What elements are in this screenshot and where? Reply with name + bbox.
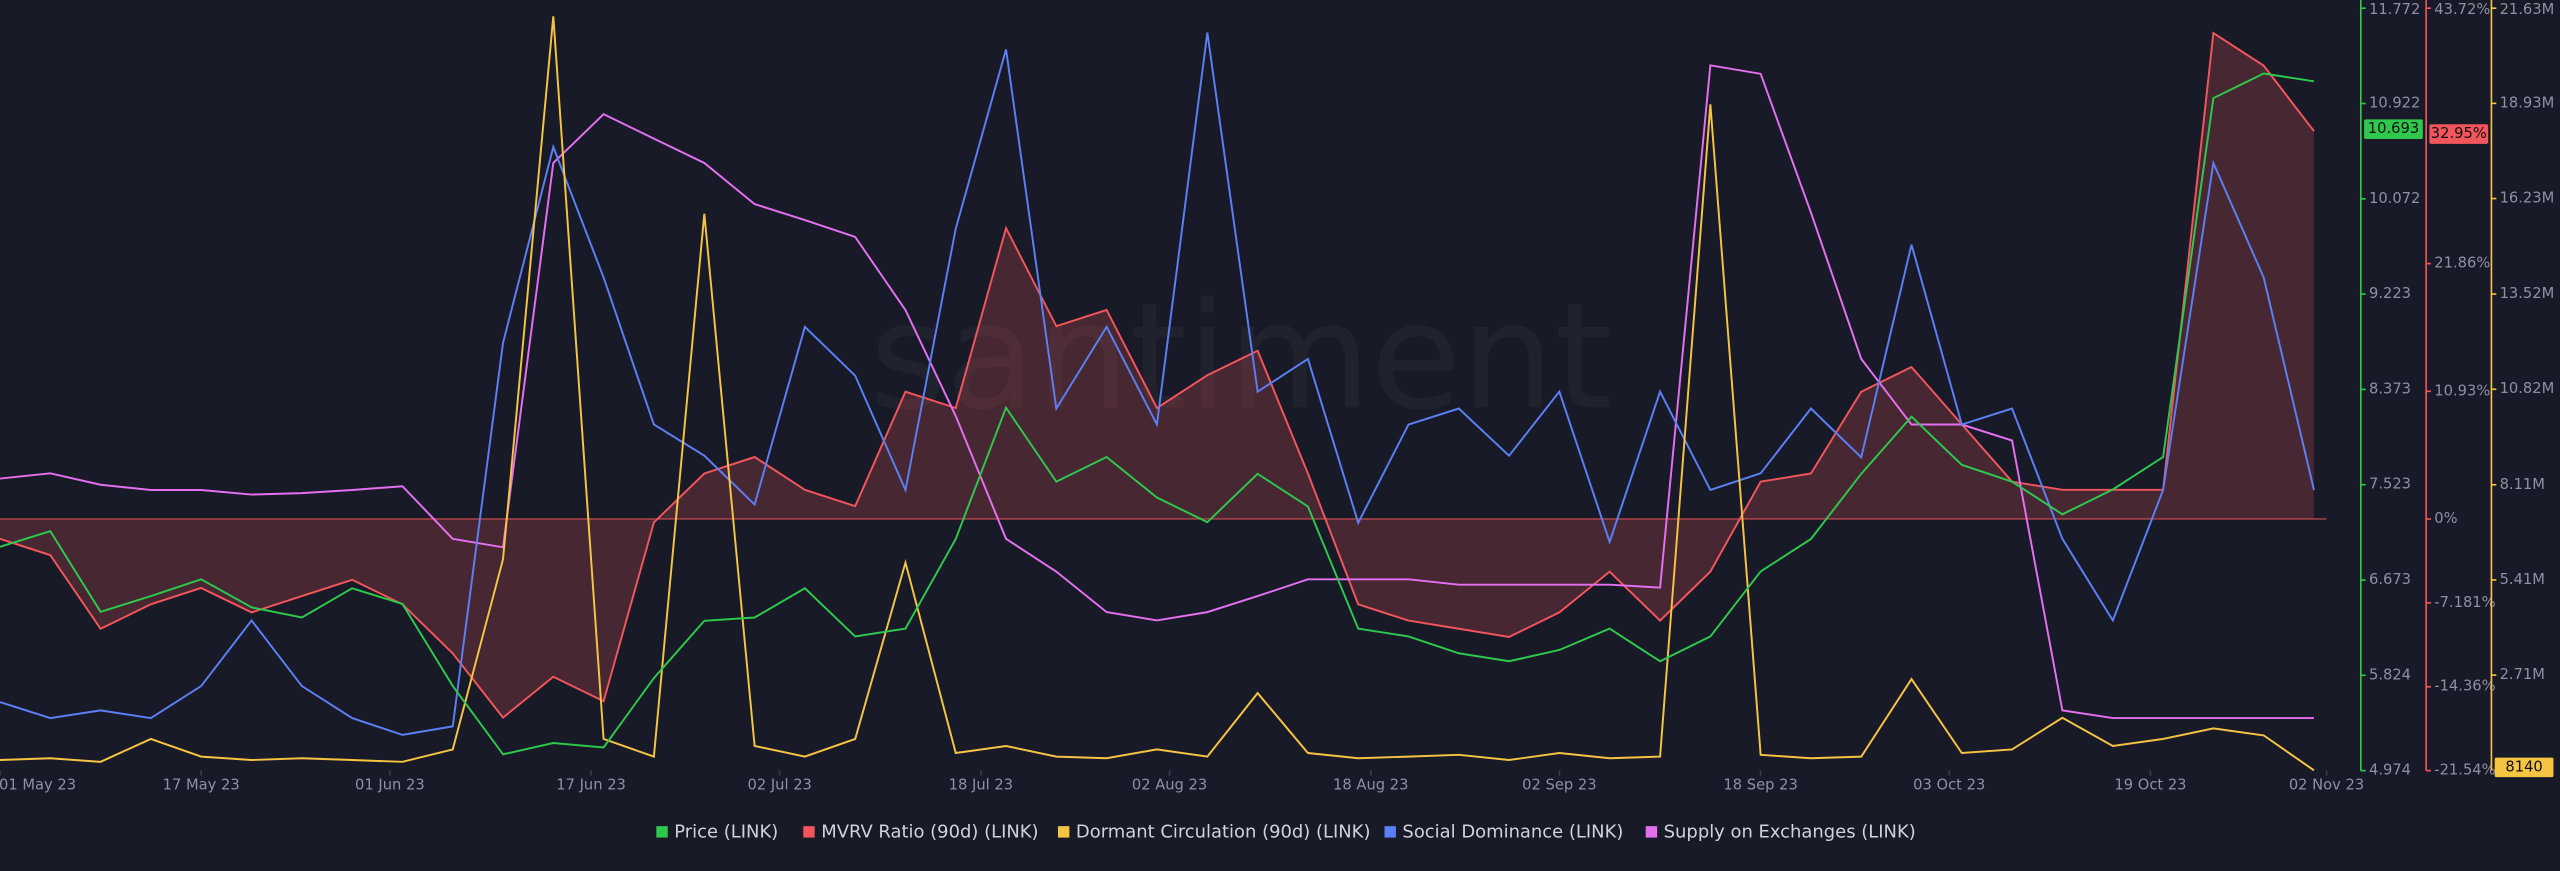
y-tick-label: 16.23M [2500,190,2555,207]
y-tick-label: 11.772 [2369,1,2420,18]
y-tick-label: 10.922 [2369,95,2420,112]
x-tick-label: 01 May 23 [0,776,76,793]
legend-label: Supply on Exchanges (LINK) [1664,822,1916,843]
y-tick-label: -21.54% [2434,762,2495,779]
y-tick-label: 5.41M [2500,571,2545,588]
y-tick-label: 8.11M [2500,476,2545,493]
legend-swatch [803,826,815,838]
x-tick-label: 18 Aug 23 [1333,776,1408,793]
y-tick-label: 21.86% [2434,255,2490,272]
x-tick-label: 19 Oct 23 [2114,776,2186,793]
x-tick-label: 02 Aug 23 [1132,776,1207,793]
series-line [0,72,2315,756]
y-tick-label: 2.71M [2500,666,2545,683]
x-tick-label: 17 Jun 23 [556,776,626,793]
legend-swatch [1384,826,1396,838]
last-value-badge [2429,124,2489,144]
y-tick-label: 10.82M [2500,380,2555,397]
y-tick-label: 5.824 [2369,666,2411,683]
y-tick-label: -14.36% [2434,678,2495,695]
x-tick-label: 02 Jul 23 [747,776,811,793]
y-tick-label: 18.93M [2500,94,2555,111]
y-tick-label: 7.523 [2369,476,2411,493]
y-tick-label: 10.072 [2369,190,2420,207]
legend-swatch [1645,826,1658,838]
y-tick-label: 0% [2434,510,2457,527]
last-value-label: 10.693 [2368,120,2419,137]
legend-swatch [656,826,668,838]
y-tick-label: 9.223 [2369,285,2411,302]
legend-label: MVRV Ratio (90d) (LINK) [821,822,1038,843]
last-value-label: 8140 [2505,758,2542,775]
legend-label: Price (LINK) [674,822,778,843]
x-tick-label: 02 Nov 23 [2289,776,2364,793]
x-tick-label: 01 Jun 23 [355,776,425,793]
series-line [0,16,2315,772]
last-value-label: 32.95% [2431,125,2487,142]
series-line [0,64,2314,720]
y-tick-label: 43.72% [2434,1,2490,18]
legend-swatch [1057,826,1070,838]
y-tick-label: 8.373 [2369,380,2411,397]
series-line [0,32,2315,736]
series-line [0,31,2315,719]
x-tick-label: 03 Oct 23 [1913,776,1985,793]
x-tick-label: 17 May 23 [163,776,240,793]
last-value-badge [2364,119,2423,140]
mvrv-area [0,33,2314,718]
y-tick-label: 6.673 [2369,571,2411,588]
legend-label: Dormant Circulation (90d) (LINK) [1076,822,1371,843]
x-tick-label: 02 Sep 23 [1522,776,1596,793]
x-tick-label: 18 Jul 23 [949,776,1013,793]
y-tick-label: 10.93% [2434,382,2490,399]
last-value-badge [2494,757,2554,778]
y-tick-label: 21.63M [2500,1,2555,18]
y-tick-label: -7.181% [2434,594,2495,611]
y-tick-label: 4.974 [2369,762,2411,779]
y-tick-label: 13.52M [2500,285,2555,302]
x-tick-label: 18 Sep 23 [1723,776,1797,793]
legend-label: Social Dominance (LINK) [1402,822,1623,843]
